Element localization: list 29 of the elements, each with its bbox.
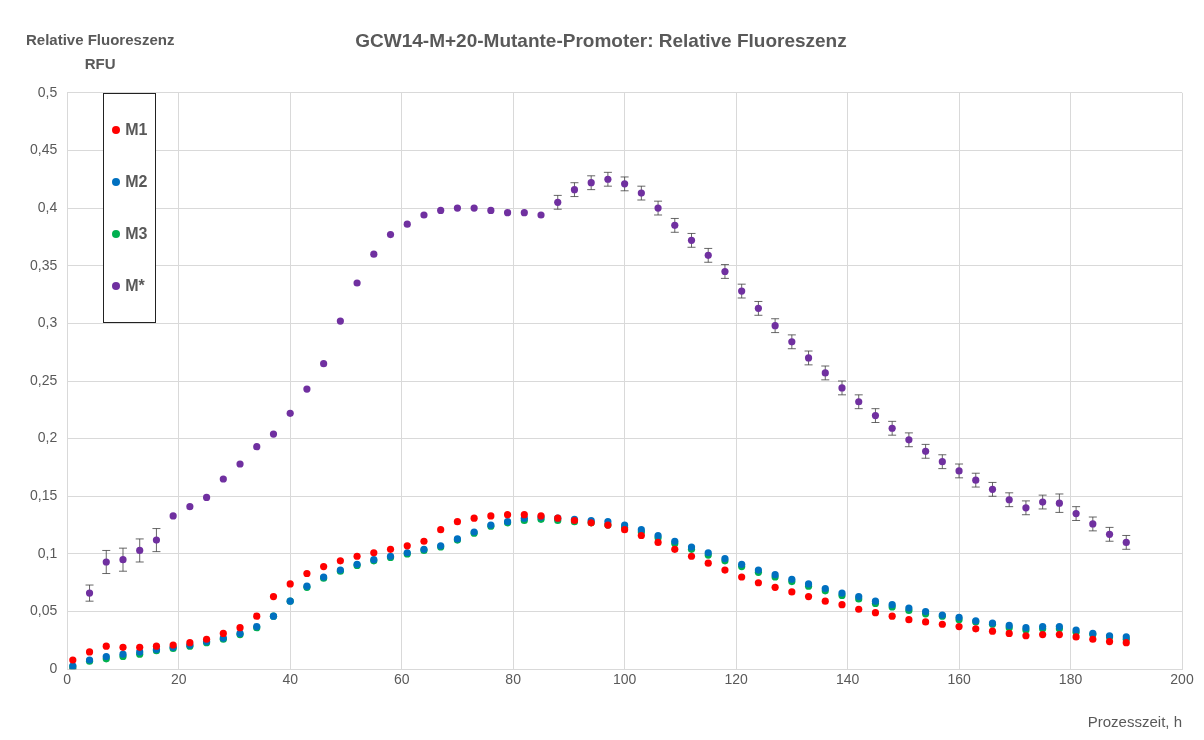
- x-tick-label: 100: [612, 671, 637, 688]
- x-tick-label: 0: [63, 671, 72, 688]
- legend-label: M*: [125, 276, 145, 295]
- y-tick-label: 0,15: [30, 487, 58, 504]
- x-tick-label: 40: [282, 671, 299, 688]
- y-tick-label: 0,05: [30, 602, 58, 619]
- legend-label: M2: [125, 172, 148, 191]
- y-tick-label: 0,1: [37, 544, 58, 561]
- y-tick-label: 0,25: [30, 371, 58, 388]
- y-tick-label: 0,3: [37, 314, 58, 331]
- legend-label: M1: [125, 120, 148, 139]
- x-tick-label: 20: [170, 671, 187, 688]
- y-tick-label: 0,35: [30, 256, 58, 273]
- x-tick-label: 140: [835, 671, 860, 688]
- x-tick-label: 60: [393, 671, 410, 688]
- y-tick-label: 0,5: [37, 83, 58, 100]
- x-tick-label: 80: [505, 671, 522, 688]
- x-tick-label: 160: [947, 671, 971, 688]
- y-tick-label: 0,2: [37, 429, 58, 446]
- chart-title: GCW14-M+20-Mutante-Promoter: Relative Fluoreszenz: [355, 29, 847, 51]
- y-axis-title: Relative Fluoreszenz RFU: [26, 30, 175, 74]
- y-tick-label: 0,4: [37, 198, 58, 215]
- x-tick-label: 120: [724, 671, 748, 688]
- legend-label: M3: [125, 224, 148, 243]
- y-tick-label: 0: [49, 660, 58, 677]
- x-axis-title: Prozesszeit, h: [1087, 713, 1182, 731]
- x-tick-label: 180: [1058, 671, 1083, 688]
- y-tick-label: 0,45: [30, 141, 58, 158]
- x-tick-label: 200: [1170, 671, 1194, 688]
